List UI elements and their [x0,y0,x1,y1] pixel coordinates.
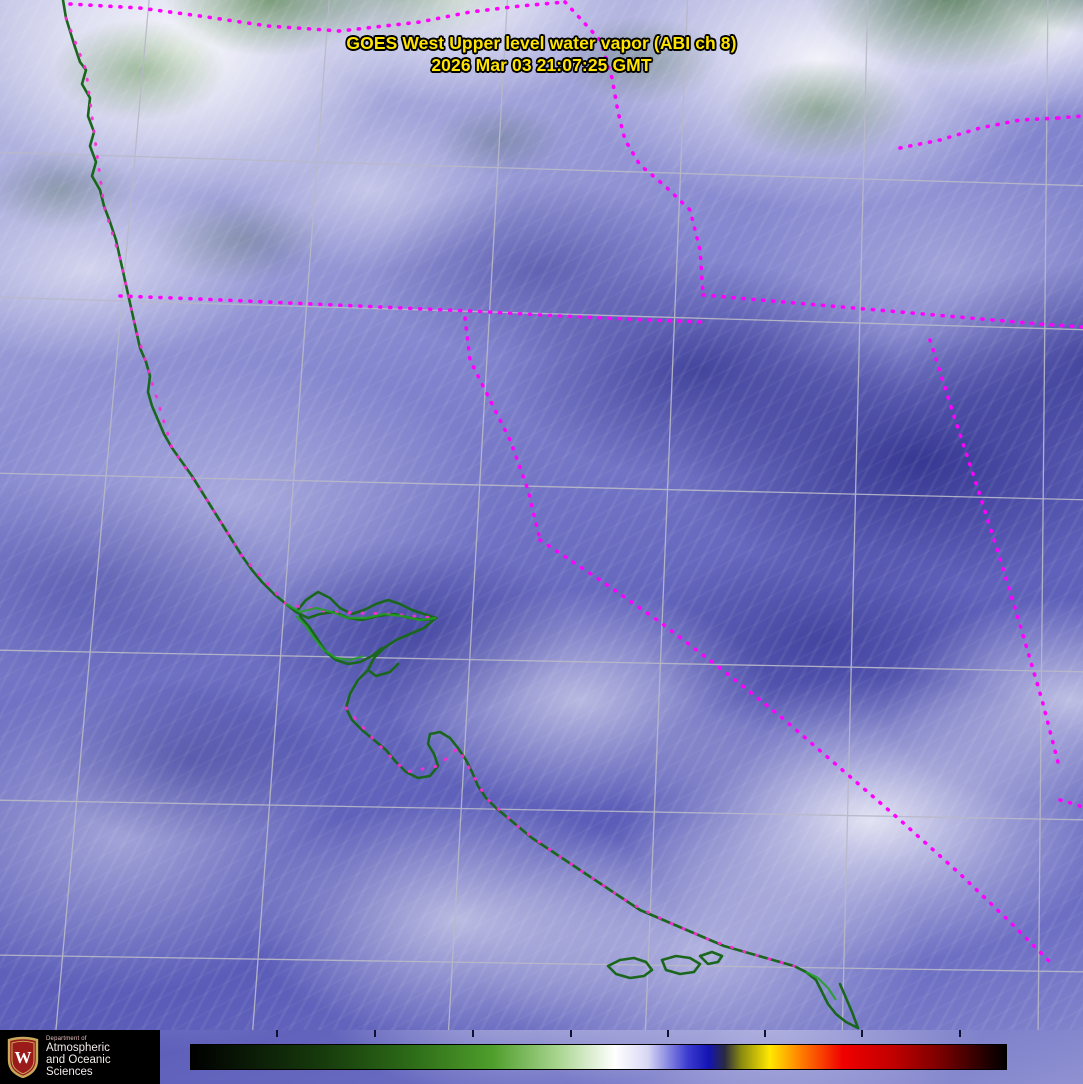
logo-line-2: Atmospheric [46,1042,110,1055]
colorbar-tick-mark [276,1030,278,1037]
colorbar-tick-mark [472,1030,474,1037]
logo-line-1: Department of [46,1035,87,1042]
moisture-filament-layer [0,0,1083,1030]
graticule [0,0,1083,1030]
coastal-border-dots [64,16,796,968]
colorbar-tick-mark [764,1030,766,1037]
uw-aos-logo: W Department of Atmospheric and Oceanic … [0,1030,160,1084]
uw-crest-icon: W [7,1036,39,1078]
land-highlight [285,603,837,1001]
logo-text: Department of Atmospheric and Oceanic Sc… [46,1036,160,1078]
political-borders [68,0,1083,964]
colorbar-tick-mark [861,1030,863,1037]
map-overlay [0,0,1083,1030]
svg-text:W: W [15,1048,32,1067]
colorbar-tick-mark [570,1030,572,1037]
water-vapor-image: GOES West Upper level water vapor (ABI c… [0,0,1083,1030]
colorbar-tick-mark [374,1030,376,1037]
coastline [61,0,860,1030]
colorbar-strip: 180200220240260280300320 [0,1030,1083,1084]
colorbar-tick-mark [959,1030,961,1037]
moisture-filament-layer-2 [0,0,1083,1030]
colorbar-gradient [190,1044,1007,1070]
colorbar-tick-mark [667,1030,669,1037]
logo-line-3: and Oceanic Sciences [46,1054,111,1079]
cold-cloud-top-layer [0,0,1083,1030]
